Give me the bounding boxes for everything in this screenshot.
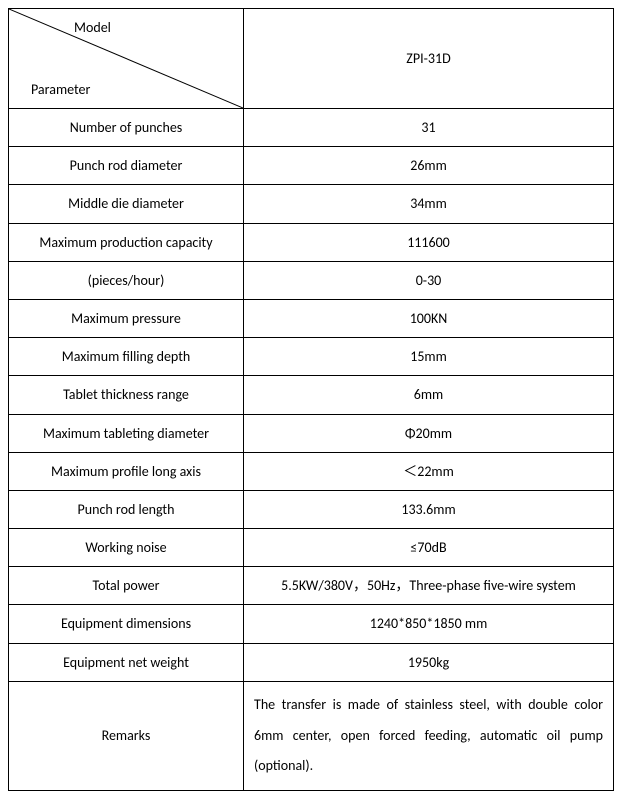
- table-row: Maximum pressure100KN: [9, 299, 614, 337]
- value-cell: 1240*850*1850 mm: [244, 605, 614, 643]
- value-cell: 31: [244, 109, 614, 147]
- header-parameter-label: Parameter: [31, 77, 90, 102]
- param-cell: Maximum tableting diameter: [9, 414, 244, 452]
- param-cell: Total power: [9, 567, 244, 605]
- value-cell-remarks: The transfer is made of stainless steel,…: [244, 681, 614, 790]
- table-row: Tablet thickness range6mm: [9, 376, 614, 414]
- table-row: Punch rod length133.6mm: [9, 490, 614, 528]
- value-cell: 0-30: [244, 261, 614, 299]
- param-cell: Punch rod length: [9, 490, 244, 528]
- param-cell: Working noise: [9, 529, 244, 567]
- table-row: Maximum profile long axis＜22mm: [9, 452, 614, 490]
- value-cell: 100KN: [244, 299, 614, 337]
- value-cell: ＜22mm: [244, 452, 614, 490]
- value-cell: 15mm: [244, 338, 614, 376]
- value-cell: Φ20mm: [244, 414, 614, 452]
- table-row: Number of punches31: [9, 109, 614, 147]
- header-param-cell: Model Parameter: [9, 9, 244, 109]
- param-cell: Maximum profile long axis: [9, 452, 244, 490]
- value-cell: 133.6mm: [244, 490, 614, 528]
- param-cell: (pieces/hour): [9, 261, 244, 299]
- table-row: Maximum filling depth15mm: [9, 338, 614, 376]
- table-row: Maximum production capacity111600: [9, 223, 614, 261]
- table-row: Middle die diameter34mm: [9, 185, 614, 223]
- table-row: Punch rod diameter26mm: [9, 147, 614, 185]
- param-cell: Maximum filling depth: [9, 338, 244, 376]
- value-cell: 6mm: [244, 376, 614, 414]
- value-cell: 34mm: [244, 185, 614, 223]
- param-cell: Maximum pressure: [9, 299, 244, 337]
- header-model-label: Model: [74, 15, 111, 40]
- value-cell: 26mm: [244, 147, 614, 185]
- table-row: Total power5.5KW/380V，50Hz，Three-phase f…: [9, 567, 614, 605]
- value-cell: 111600: [244, 223, 614, 261]
- param-cell: Middle die diameter: [9, 185, 244, 223]
- param-cell: Maximum production capacity: [9, 223, 244, 261]
- table-row: RemarksThe transfer is made of stainless…: [9, 681, 614, 790]
- param-cell: Tablet thickness range: [9, 376, 244, 414]
- table-row: Maximum tableting diameterΦ20mm: [9, 414, 614, 452]
- table-row: (pieces/hour)0-30: [9, 261, 614, 299]
- value-cell: ≤70dB: [244, 529, 614, 567]
- value-cell: 5.5KW/380V，50Hz，Three-phase five-wire sy…: [244, 567, 614, 605]
- table-header-row: Model Parameter ZPI-31D: [9, 9, 614, 109]
- header-model-value: ZPI-31D: [244, 9, 614, 109]
- param-cell: Number of punches: [9, 109, 244, 147]
- spec-table: Model Parameter ZPI-31D Number of punche…: [8, 8, 614, 791]
- table-row: Working noise≤70dB: [9, 529, 614, 567]
- param-cell: Remarks: [9, 681, 244, 790]
- table-row: Equipment dimensions1240*850*1850 mm: [9, 605, 614, 643]
- param-cell: Punch rod diameter: [9, 147, 244, 185]
- param-cell: Equipment dimensions: [9, 605, 244, 643]
